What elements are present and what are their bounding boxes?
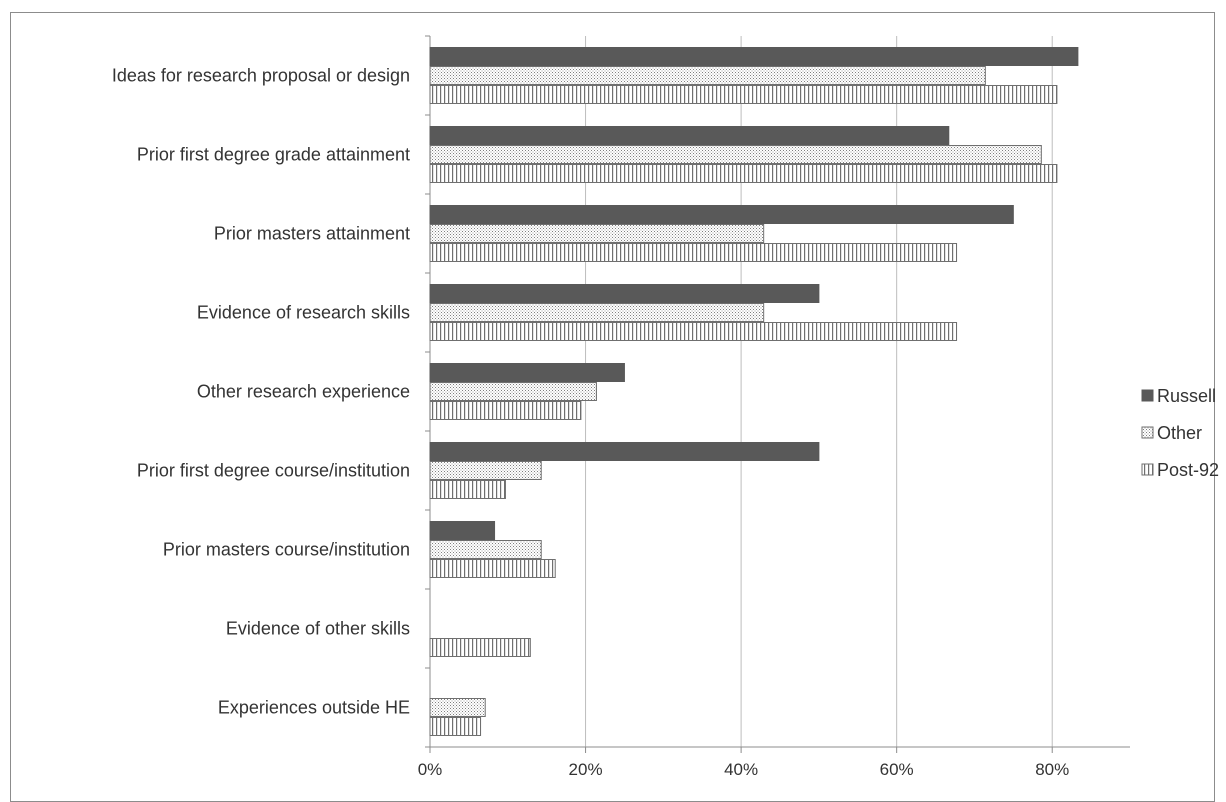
category-labels: Ideas for research proposal or design Pri… <box>112 66 410 718</box>
bar-post-92 <box>429 480 506 499</box>
category-label: Prior first degree course/institution <box>137 461 410 481</box>
bar-other <box>429 698 486 717</box>
bar-post-92 <box>429 638 531 657</box>
bar-other <box>429 382 597 401</box>
x-tick-label: 60% <box>880 760 914 779</box>
bar-russell <box>429 442 820 461</box>
bar-post-92 <box>429 85 1058 104</box>
category-label: Evidence of other skills <box>226 619 410 639</box>
x-tick-labels: 0% 20% 40% 60% 80% <box>418 760 1070 779</box>
bar-post-92 <box>429 243 958 262</box>
bar-other <box>429 540 542 559</box>
bar-russell <box>429 205 1014 224</box>
category-label: Evidence of research skills <box>197 303 410 323</box>
x-tick-label: 20% <box>569 760 603 779</box>
legend: Russell Other Post-92 <box>1141 386 1219 480</box>
bar-other <box>429 303 765 322</box>
category-label: Other research experience <box>197 382 410 402</box>
legend-label: Other <box>1157 423 1202 443</box>
legend-swatch <box>1141 426 1154 439</box>
category-label: Ideas for research proposal or design <box>112 66 410 86</box>
bar-russell <box>429 363 625 382</box>
x-tick-label: 40% <box>724 760 758 779</box>
category-label: Prior masters attainment <box>214 224 410 244</box>
bar-other <box>429 461 542 480</box>
bar-post-92 <box>429 322 958 341</box>
bar-other <box>429 224 765 243</box>
category-label: Prior first degree grade attainment <box>137 145 410 165</box>
legend-swatch <box>1141 389 1154 402</box>
x-tick-label: 80% <box>1035 760 1069 779</box>
bar-other <box>429 145 1042 164</box>
bar-post-92 <box>429 401 582 420</box>
category-label: Experiences outside HE <box>218 698 410 718</box>
bar-post-92 <box>429 164 1058 183</box>
legend-label: Russell <box>1157 386 1216 406</box>
bars <box>429 47 1079 736</box>
bar-russell <box>429 521 496 540</box>
bar-russell <box>429 47 1079 66</box>
legend-label: Post-92 <box>1157 460 1219 480</box>
legend-swatch <box>1141 463 1154 476</box>
category-label: Prior masters course/institution <box>163 540 410 560</box>
bar-post-92 <box>429 717 482 736</box>
bar-post-92 <box>429 559 556 578</box>
x-tick-label: 0% <box>418 760 443 779</box>
bar-russell <box>429 126 950 145</box>
bar-russell <box>429 284 820 303</box>
bar-other <box>429 66 986 85</box>
